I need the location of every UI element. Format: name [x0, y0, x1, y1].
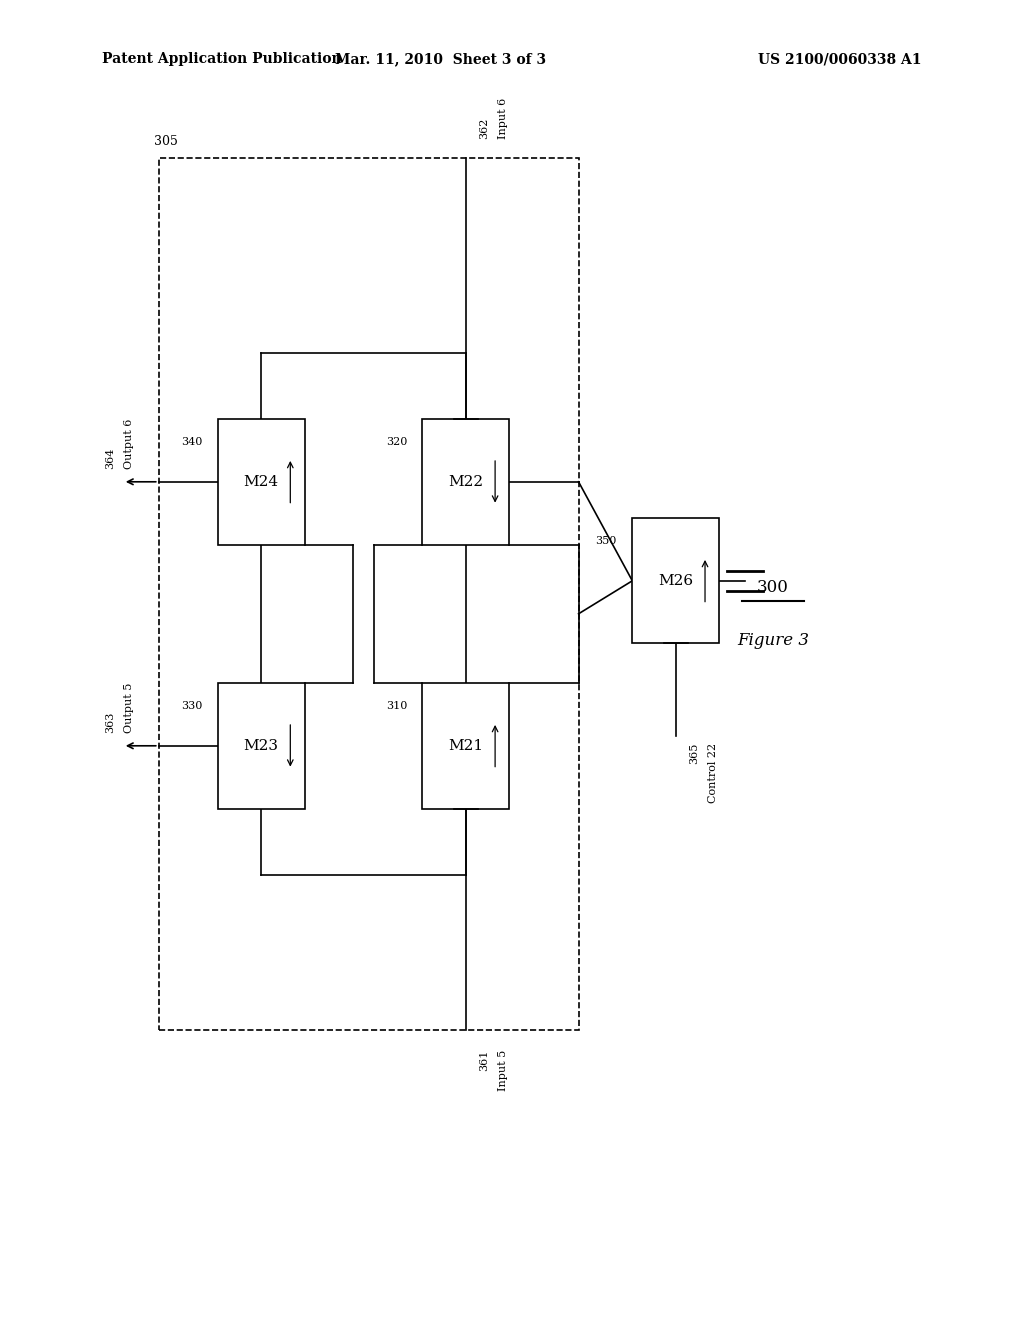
- Text: 340: 340: [181, 437, 203, 446]
- Text: Input 5: Input 5: [498, 1049, 508, 1090]
- Text: 310: 310: [386, 701, 408, 710]
- Text: Output 5: Output 5: [124, 682, 134, 733]
- Text: 363: 363: [105, 711, 116, 733]
- Text: M26: M26: [658, 574, 693, 587]
- Text: 362: 362: [479, 117, 489, 139]
- Text: US 2100/0060338 A1: US 2100/0060338 A1: [758, 53, 922, 66]
- Bar: [423, 420, 510, 544]
- Text: 365: 365: [689, 742, 699, 764]
- Text: M24: M24: [244, 475, 279, 488]
- Text: M22: M22: [449, 475, 483, 488]
- Text: Control 22: Control 22: [708, 742, 718, 803]
- Bar: [159, 158, 579, 1030]
- Text: Mar. 11, 2010  Sheet 3 of 3: Mar. 11, 2010 Sheet 3 of 3: [335, 53, 546, 66]
- Text: 364: 364: [105, 447, 116, 469]
- Text: 300: 300: [757, 579, 790, 595]
- Text: Output 6: Output 6: [124, 418, 134, 469]
- Text: Figure 3: Figure 3: [737, 632, 809, 648]
- Text: 350: 350: [596, 536, 616, 545]
- Bar: [423, 682, 510, 808]
- Bar: [633, 517, 719, 643]
- Text: 305: 305: [154, 135, 177, 148]
- Text: 361: 361: [479, 1049, 489, 1071]
- Text: Input 6: Input 6: [498, 98, 508, 139]
- Bar: [217, 420, 305, 544]
- Text: Patent Application Publication: Patent Application Publication: [102, 53, 342, 66]
- Text: M21: M21: [449, 739, 483, 752]
- Text: M23: M23: [244, 739, 279, 752]
- Text: 330: 330: [181, 701, 203, 710]
- Text: 320: 320: [386, 437, 408, 446]
- Bar: [217, 682, 305, 808]
